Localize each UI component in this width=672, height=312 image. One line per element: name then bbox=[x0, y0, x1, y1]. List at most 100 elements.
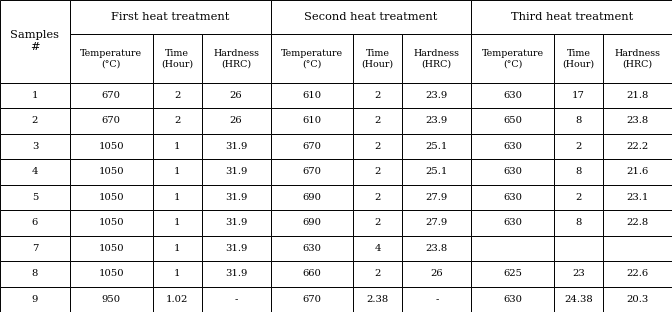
Bar bbox=[0, 261, 70, 286]
Bar bbox=[70, 261, 153, 286]
Bar bbox=[471, 159, 554, 185]
Bar bbox=[153, 134, 202, 159]
Text: 630: 630 bbox=[503, 167, 522, 176]
Text: 21.8: 21.8 bbox=[626, 91, 648, 100]
Bar bbox=[603, 159, 672, 185]
Bar bbox=[271, 185, 353, 210]
Text: 8: 8 bbox=[575, 167, 581, 176]
Bar bbox=[70, 83, 153, 108]
Bar bbox=[70, 108, 153, 134]
Bar bbox=[471, 83, 554, 108]
Text: 1050: 1050 bbox=[99, 193, 124, 202]
Bar bbox=[202, 210, 271, 236]
Bar bbox=[202, 261, 271, 286]
Text: 22.6: 22.6 bbox=[626, 269, 648, 278]
Bar bbox=[402, 261, 471, 286]
Bar bbox=[554, 261, 603, 286]
Text: Samples
#: Samples # bbox=[11, 30, 60, 52]
Bar bbox=[202, 159, 271, 185]
Bar bbox=[271, 134, 353, 159]
Bar bbox=[471, 210, 554, 236]
Bar bbox=[202, 185, 271, 210]
Text: Time
(Hour): Time (Hour) bbox=[161, 49, 193, 68]
Text: 25.1: 25.1 bbox=[425, 167, 448, 176]
Bar bbox=[353, 159, 402, 185]
Text: 9: 9 bbox=[32, 295, 38, 304]
Bar bbox=[402, 159, 471, 185]
Text: 4: 4 bbox=[374, 244, 381, 253]
Text: 31.9: 31.9 bbox=[225, 269, 247, 278]
Bar bbox=[70, 210, 153, 236]
Text: 2: 2 bbox=[374, 142, 381, 151]
Bar bbox=[271, 0, 471, 34]
Text: 690: 690 bbox=[302, 218, 321, 227]
Bar bbox=[202, 83, 271, 108]
Text: Second heat treatment: Second heat treatment bbox=[304, 12, 437, 22]
Bar bbox=[0, 0, 70, 83]
Text: 630: 630 bbox=[503, 91, 522, 100]
Bar bbox=[153, 286, 202, 312]
Text: Temperature
(°C): Temperature (°C) bbox=[482, 49, 544, 68]
Text: 1: 1 bbox=[174, 269, 180, 278]
Bar bbox=[402, 236, 471, 261]
Bar bbox=[0, 210, 70, 236]
Bar bbox=[471, 0, 672, 34]
Text: Temperature
(°C): Temperature (°C) bbox=[80, 49, 142, 68]
Text: 2: 2 bbox=[374, 91, 381, 100]
Bar bbox=[471, 236, 554, 261]
Bar bbox=[554, 83, 603, 108]
Text: 8: 8 bbox=[575, 218, 581, 227]
Bar bbox=[353, 286, 402, 312]
Text: 2: 2 bbox=[374, 218, 381, 227]
Text: 1: 1 bbox=[32, 91, 38, 100]
Text: -: - bbox=[235, 295, 238, 304]
Bar bbox=[271, 159, 353, 185]
Bar bbox=[70, 159, 153, 185]
Text: 31.9: 31.9 bbox=[225, 142, 247, 151]
Text: 630: 630 bbox=[302, 244, 321, 253]
Bar bbox=[402, 210, 471, 236]
Text: 1: 1 bbox=[174, 167, 180, 176]
Bar bbox=[0, 286, 70, 312]
Text: 1050: 1050 bbox=[99, 167, 124, 176]
Text: Hardness
(HRC): Hardness (HRC) bbox=[614, 49, 661, 68]
Text: 2.38: 2.38 bbox=[367, 295, 389, 304]
Bar bbox=[603, 108, 672, 134]
Text: Hardness
(HRC): Hardness (HRC) bbox=[414, 49, 460, 68]
Bar bbox=[271, 261, 353, 286]
Bar bbox=[603, 261, 672, 286]
Bar bbox=[603, 34, 672, 83]
Bar bbox=[554, 286, 603, 312]
Text: 1: 1 bbox=[174, 218, 180, 227]
Text: 1050: 1050 bbox=[99, 244, 124, 253]
Bar bbox=[271, 34, 353, 83]
Text: 2: 2 bbox=[32, 116, 38, 125]
Bar bbox=[554, 34, 603, 83]
Text: 21.6: 21.6 bbox=[626, 167, 648, 176]
Bar bbox=[0, 108, 70, 134]
Text: 2: 2 bbox=[174, 91, 180, 100]
Text: 2: 2 bbox=[374, 269, 381, 278]
Bar bbox=[402, 108, 471, 134]
Text: 1050: 1050 bbox=[99, 269, 124, 278]
Bar bbox=[0, 185, 70, 210]
Bar bbox=[471, 34, 554, 83]
Bar bbox=[271, 236, 353, 261]
Bar bbox=[603, 134, 672, 159]
Bar bbox=[202, 134, 271, 159]
Text: 26: 26 bbox=[431, 269, 443, 278]
Bar bbox=[202, 34, 271, 83]
Bar bbox=[471, 185, 554, 210]
Bar bbox=[0, 134, 70, 159]
Text: 25.1: 25.1 bbox=[425, 142, 448, 151]
Bar bbox=[202, 108, 271, 134]
Bar bbox=[353, 108, 402, 134]
Text: Hardness
(HRC): Hardness (HRC) bbox=[213, 49, 259, 68]
Bar bbox=[402, 286, 471, 312]
Text: 650: 650 bbox=[503, 116, 522, 125]
Bar bbox=[202, 286, 271, 312]
Text: 31.9: 31.9 bbox=[225, 193, 247, 202]
Text: 950: 950 bbox=[101, 295, 121, 304]
Text: 8: 8 bbox=[32, 269, 38, 278]
Text: 630: 630 bbox=[503, 218, 522, 227]
